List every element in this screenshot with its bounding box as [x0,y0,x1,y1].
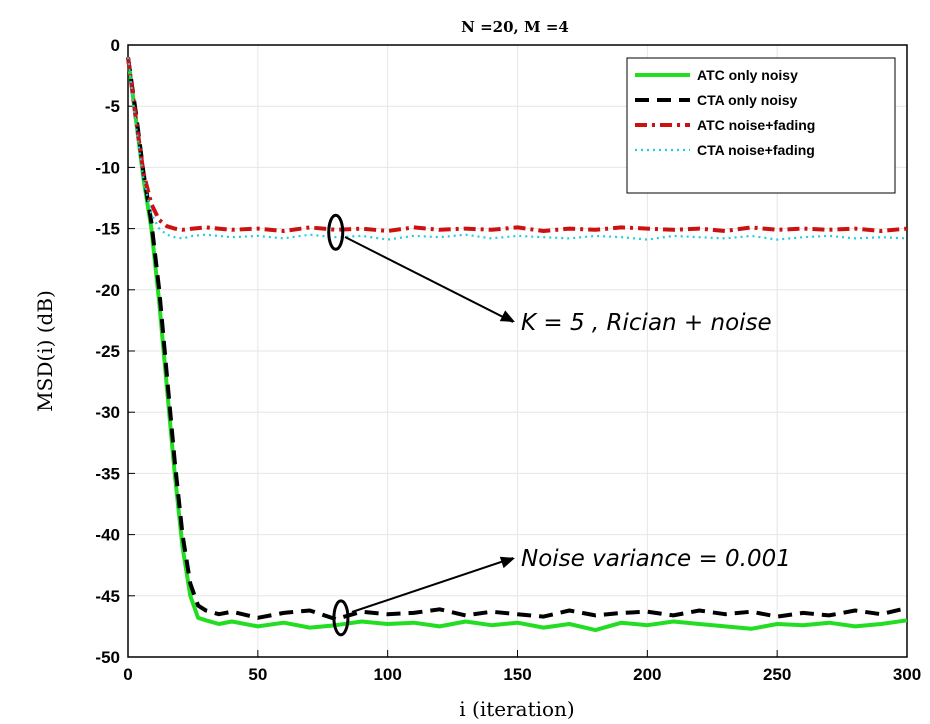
y-tick-label: -30 [95,403,120,422]
legend-label-2: ATC noise+fading [697,117,815,133]
legend: ATC only noisy CTA only noisy ATC noise+fa… [626,57,896,194]
y-axis-label: MSD(i) (dB) [33,290,57,412]
legend-label-3: CTA noise+fading [697,142,815,158]
y-tick-label: -5 [105,97,120,116]
annotation-arrow-1 [351,557,514,613]
series-lines [126,56,908,633]
x-tick-label: 150 [503,665,531,684]
legend-label-0: ATC only noisy [697,67,798,83]
annotation-ellipse-1 [332,599,350,637]
y-tick-label: -10 [95,158,120,177]
annotation-arrow-0 [344,236,514,323]
annotation-label-0: K = 5 , Rician + noise [521,310,772,336]
annotation-ellipse-0 [327,213,345,251]
y-axis-ticks: 0 -5 -10 -15 -20 -25 -30 -35 -40 -45 -50 [95,36,135,667]
y-tick-label: 0 [111,36,120,55]
y-tick-label: -15 [95,220,120,239]
annotation-arrowhead-0 [499,310,515,322]
y-tick-label: -45 [95,587,120,606]
x-tick-label: 0 [123,665,132,684]
y-tick-label: -40 [95,526,120,545]
x-tick-label: 50 [248,665,267,684]
series-line-3 [126,57,908,241]
x-axis-ticks: 0 50 100 150 200 250 300 [123,650,921,684]
x-tick-label: 250 [763,665,791,684]
legend-label-1: CTA only noisy [697,92,798,108]
chart-title: N =20, M =4 [461,18,569,36]
y-tick-label: -35 [95,464,120,483]
annotation-label-1: Noise variance = 0.001 [521,546,791,572]
y-tick-label: -25 [95,342,120,361]
y-tick-label: -50 [95,648,120,667]
annotation-arrowhead-1 [499,556,515,569]
y-tick-label: -20 [95,281,120,300]
series-line-2 [126,56,908,233]
series-line-1 [126,56,908,622]
x-tick-label: 100 [373,665,401,684]
x-tick-label: 300 [893,665,921,684]
x-axis-label: i (iteration) [459,697,574,721]
x-tick-label: 200 [633,665,661,684]
annotations: K = 5 , Rician + noise Noise variance = 0… [327,213,791,637]
